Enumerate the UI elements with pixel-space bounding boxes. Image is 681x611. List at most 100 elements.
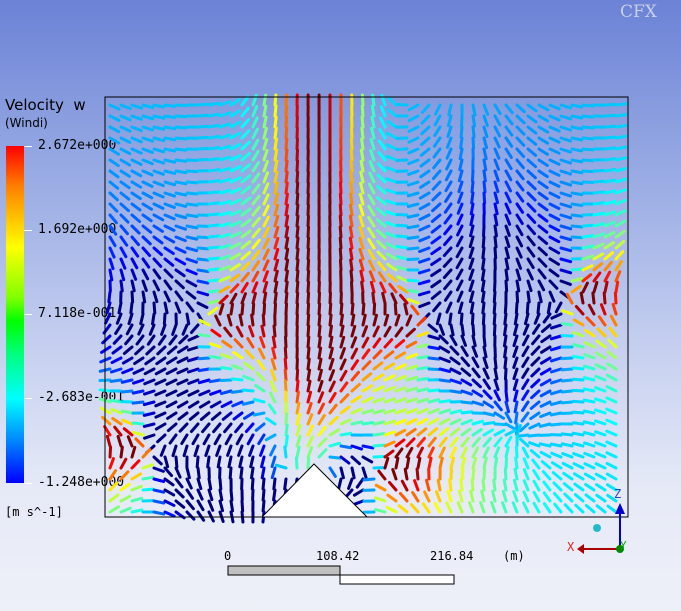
velocity-vector [207,267,221,272]
velocity-vector [512,478,519,492]
velocity-vector [163,477,175,487]
velocity-vector [163,114,177,119]
velocity-vector [199,411,211,421]
velocity-vector [456,202,464,215]
velocity-vector [603,167,617,173]
velocity-vector [250,313,255,327]
velocity-vector [605,451,618,459]
velocity-vector [361,408,375,415]
velocity-vector [248,325,255,338]
velocity-vector [350,324,357,338]
velocity-vector [240,240,252,250]
velocity-vector [196,301,209,309]
velocity-vector [471,456,478,470]
velocity-vector [174,455,179,469]
velocity-vector [554,301,563,314]
velocity-vector [562,471,574,481]
velocity-vector [337,477,343,491]
velocity-vector [142,422,156,428]
velocity-vector [570,136,584,142]
velocity-vector [594,440,607,448]
velocity-vector [614,240,626,250]
velocity-vector [133,356,145,366]
y-axis-dot [616,545,624,553]
velocity-vector [284,148,289,162]
velocity-vector [493,202,499,216]
velocity-vector [482,467,487,481]
velocity-vector [493,389,501,402]
velocity-vector [358,258,365,272]
velocity-vector [119,470,130,481]
velocity-vector [372,313,379,327]
velocity-vector [457,191,464,204]
velocity-vector [130,180,143,189]
velocity-vector [593,408,607,415]
velocity-vector [339,466,345,480]
velocity-vector [377,150,387,162]
velocity-vector [174,158,188,163]
velocity-vector [166,411,178,420]
velocity-vector [196,477,203,491]
velocity-vector [405,437,416,448]
velocity-vector [198,389,211,397]
velocity-vector [105,301,112,315]
velocity-vector [283,477,288,491]
velocity-vector [207,306,219,316]
velocity-vector [430,290,442,300]
velocity-vector [238,313,244,327]
velocity-vector [306,225,311,239]
velocity-vector [513,467,519,481]
velocity-vector [218,265,231,272]
velocity-vector [376,250,387,261]
velocity-vector [207,299,221,305]
velocity-vector [120,389,134,394]
velocity-vector [191,433,200,446]
velocity-vector [358,203,365,217]
velocity-vector [394,386,407,393]
velocity-vector [457,489,464,503]
velocity-vector [460,467,465,481]
legend-label: 7.118e-001 [38,306,117,321]
velocity-vector [154,367,167,376]
velocity-vector [603,113,617,118]
velocity-vector [582,398,596,404]
velocity-vector [406,213,420,219]
velocity-vector [251,116,259,129]
velocity-vector [223,326,233,338]
velocity-vector [306,424,314,437]
velocity-vector [594,386,607,393]
velocity-vector [163,213,176,221]
velocity-vector [584,493,596,503]
velocity-vector [152,224,164,233]
velocity-vector [262,171,270,184]
velocity-vector [306,346,311,360]
velocity-vector [530,356,541,367]
velocity-vector [504,158,513,171]
velocity-vector [433,114,442,127]
velocity-vector [174,114,188,119]
velocity-vector [583,472,596,481]
velocity-vector [614,123,628,129]
velocity-vector [559,257,573,264]
velocity-vector [548,169,561,177]
velocity-vector [339,418,352,426]
velocity-vector [480,489,486,503]
velocity-vector [565,292,574,305]
velocity-vector [295,401,301,415]
velocity-vector [267,403,277,415]
velocity-vector [381,291,387,305]
velocity-vector [539,356,552,365]
velocity-vector [570,125,584,131]
velocity-vector [394,326,404,338]
velocity-vector [244,349,255,360]
axis-triad[interactable]: Z X Y [567,487,627,554]
velocity-vector [262,226,270,239]
velocity-vector [537,246,548,257]
velocity-vector [471,345,479,358]
velocity-vector [243,361,255,371]
velocity-vector [549,334,563,341]
velocity-vector [185,477,193,490]
velocity-vector [339,335,346,349]
velocity-vector [218,111,231,118]
